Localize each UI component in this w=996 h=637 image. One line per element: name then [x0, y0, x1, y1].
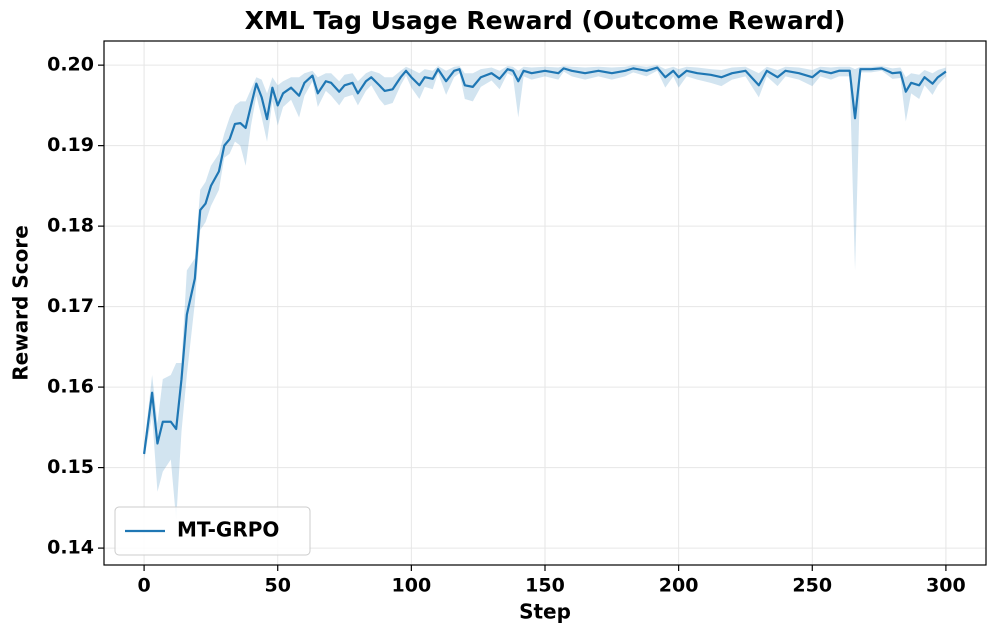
y-tick-label: 0.18: [47, 215, 94, 237]
y-tick-label: 0.14: [47, 537, 94, 559]
y-tick-label: 0.20: [47, 54, 94, 76]
y-axis-label: Reward Score: [9, 225, 33, 381]
series-line: [143, 66, 947, 455]
y-tick-label: 0.16: [47, 376, 94, 398]
legend-box: [114, 506, 311, 556]
x-tick-label: 100: [392, 575, 432, 597]
x-tick-label: 50: [265, 575, 291, 597]
legend: MT-GRPO: [114, 506, 311, 556]
axes: 0.14 0.15 0.16 0.17 0.18 0.19 0.20 0 50 100 150 200…: [47, 54, 966, 597]
x-tick-label: 150: [525, 575, 565, 597]
plot: [143, 65, 947, 520]
x-tick-label: 200: [659, 575, 699, 597]
x-tick-label: 0: [137, 575, 150, 597]
x-axis-label: Step: [519, 600, 571, 624]
y-tick-label: 0.19: [47, 134, 94, 156]
legend-label: MT-GRPO: [177, 518, 279, 542]
y-tick-label: 0.17: [47, 295, 94, 317]
grid: [104, 41, 986, 565]
chart-title: XML Tag Usage Reward (Outcome Reward): [245, 6, 846, 35]
x-tick-label: 250: [792, 575, 832, 597]
y-tick-label: 0.15: [47, 456, 94, 478]
x-tick-label: 300: [926, 575, 966, 597]
